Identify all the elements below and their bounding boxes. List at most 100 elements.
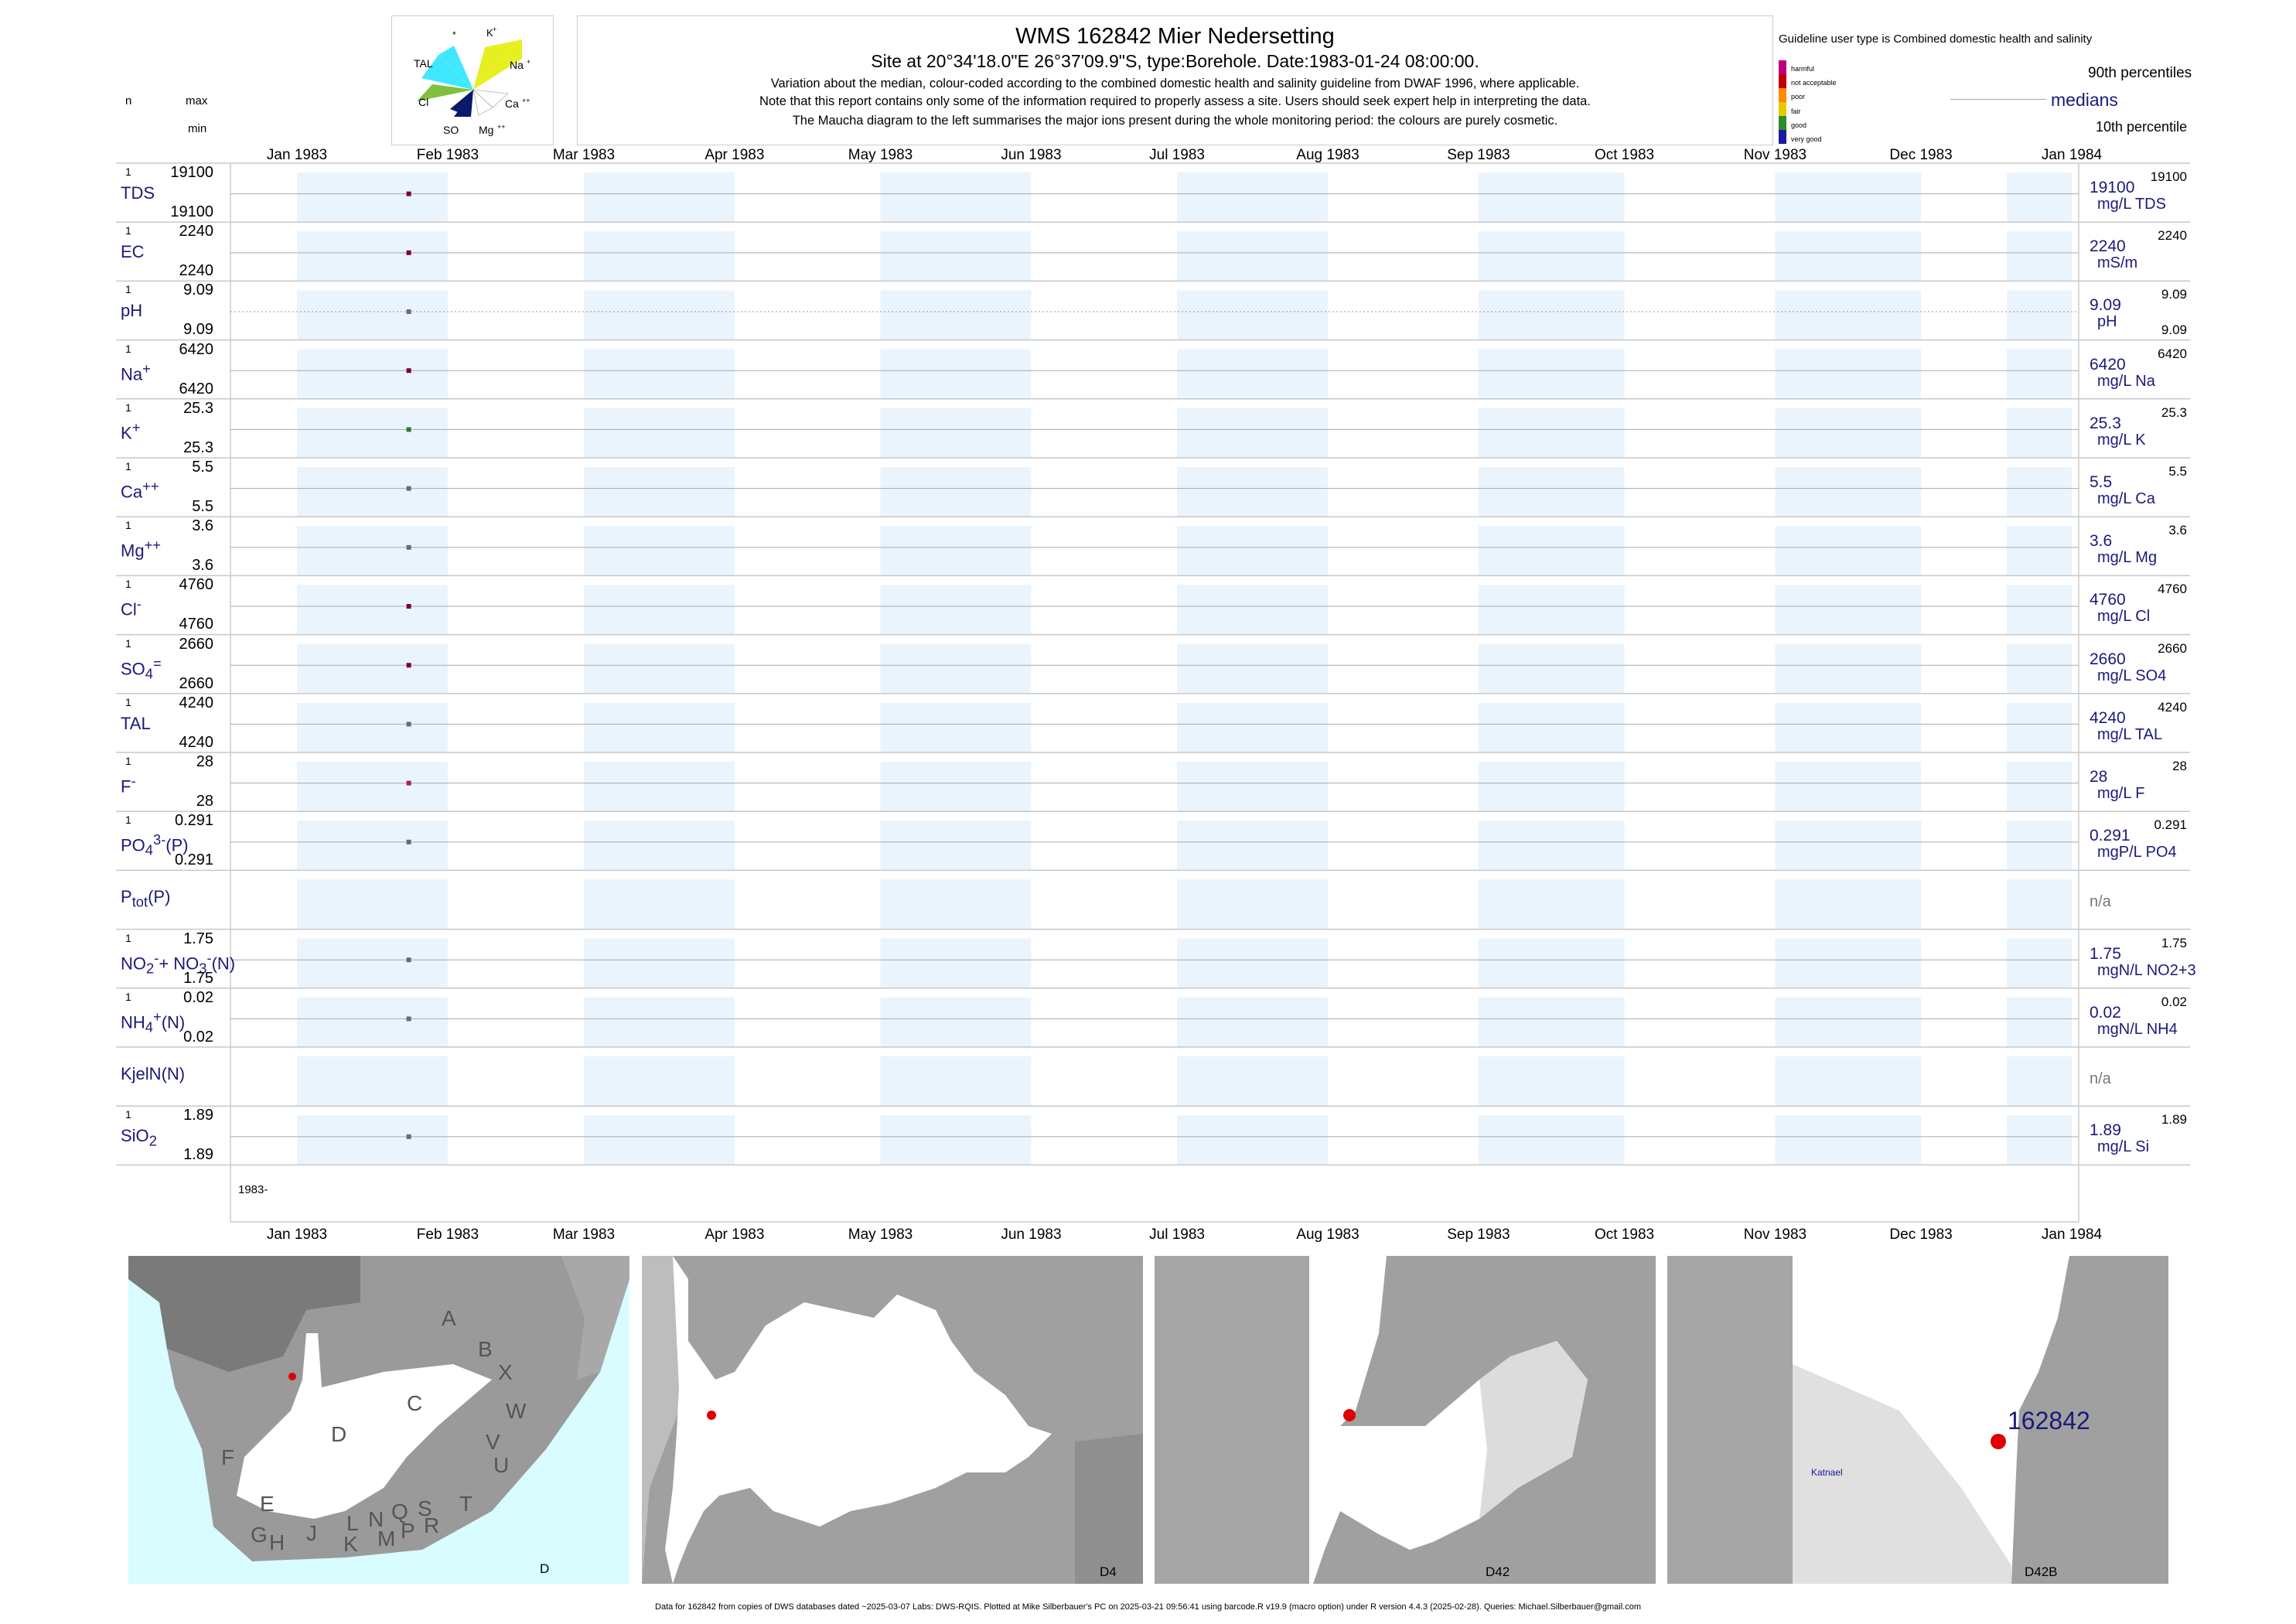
sample-point <box>406 250 411 255</box>
month-band <box>1478 702 1625 752</box>
sample-point <box>406 1016 411 1022</box>
month-band <box>1478 938 1625 988</box>
month-band <box>583 231 735 281</box>
region-label-l: L <box>346 1511 359 1535</box>
row-min: 4760 <box>179 616 214 633</box>
region-label-w: W <box>506 1399 527 1423</box>
month-band <box>1478 1115 1625 1165</box>
row-max: 6420 <box>179 340 214 358</box>
month-band <box>1177 762 1328 812</box>
month-band <box>1775 467 1922 517</box>
row-label-15: KjelN(N) <box>121 1064 186 1083</box>
region-label-f: F <box>221 1445 234 1469</box>
month-band <box>2007 997 2072 1047</box>
row-min: 2240 <box>179 262 214 280</box>
row-n: 1 <box>125 519 131 532</box>
month-band <box>1177 290 1328 340</box>
map-north-land <box>128 1256 360 1372</box>
maucha-cl-label: Cl <box>418 96 428 108</box>
row-unit: mg/L Na <box>2097 372 2155 390</box>
month-tick-label: Nov 1983 <box>1744 147 1806 163</box>
region-label-j: J <box>306 1521 317 1545</box>
row-min: 9.09 <box>183 321 213 339</box>
month-band <box>880 231 1032 281</box>
month-band <box>880 938 1032 988</box>
month-band <box>1177 879 1328 930</box>
month-band <box>880 585 1032 635</box>
month-tick-label: Jan 1983 <box>267 147 327 163</box>
month-band <box>880 821 1032 871</box>
row-unit: mg/L Mg <box>2097 549 2158 567</box>
row-n: 1 <box>125 578 131 591</box>
map-d42b-svg: 162842 Katnael D42B <box>1667 1256 2090 1584</box>
month-band <box>1775 1056 1922 1107</box>
row-max: 1.89 <box>183 1107 213 1124</box>
row-n: 1 <box>125 342 131 355</box>
sample-point <box>406 957 411 963</box>
row-max: 28 <box>196 753 213 770</box>
month-band <box>1177 821 1328 871</box>
class-poor: poor <box>1791 93 1806 101</box>
row-label-4: K+ <box>121 418 141 443</box>
month-band <box>2007 585 2072 635</box>
month-band <box>2007 643 2072 694</box>
month-band <box>1478 821 1625 871</box>
month-band <box>1775 231 1922 281</box>
month-band <box>297 585 448 635</box>
row-max: 19100 <box>170 164 213 181</box>
map-d4: D4 <box>642 1256 1143 1584</box>
month-band <box>2007 231 2072 281</box>
map-site-dot <box>288 1373 296 1380</box>
row-n: 1 <box>125 460 131 473</box>
month-band <box>583 172 735 223</box>
month-band <box>1775 526 1922 576</box>
map-d4-west <box>642 1256 681 1584</box>
region-label-g: G <box>251 1523 268 1547</box>
month-band <box>1177 1056 1328 1107</box>
month-band <box>1775 762 1922 812</box>
month-band <box>2007 526 2072 576</box>
row-n: 1 <box>125 636 131 650</box>
month-band <box>2007 879 2072 930</box>
row-unit: mgN/L NO2+3 <box>2097 961 2196 979</box>
page-title: WMS 162842 Mier Nedersetting <box>1015 24 1335 49</box>
row-median: 2660 <box>2090 650 2126 668</box>
row-grid <box>116 162 2190 1223</box>
month-tick-label: Sep 1983 <box>1447 147 1510 163</box>
note-3: The Maucha diagram to the left summarise… <box>792 114 1558 128</box>
month-band <box>297 879 448 930</box>
maucha-cl-sector <box>417 84 473 101</box>
map-label-d: D <box>540 1561 549 1576</box>
map-label-d42: D42 <box>1486 1564 1510 1579</box>
month-band <box>2007 408 2072 458</box>
month-tick-label: Jul 1983 <box>1149 147 1205 163</box>
row-max: 0.291 <box>174 812 213 830</box>
map-d42-svg: D42 <box>1155 1256 1588 1584</box>
row-median: 1.75 <box>2090 944 2121 963</box>
row-min: 2660 <box>179 674 214 692</box>
map-d42-west <box>1155 1256 1309 1584</box>
row-label-13: NO2-+ NO3-(N) <box>121 949 236 977</box>
row-min: 6420 <box>179 380 214 397</box>
row-n: 1 <box>125 1108 131 1121</box>
month-band <box>1478 643 1625 694</box>
month-band <box>880 172 1032 223</box>
row-min: 0.291 <box>174 851 213 869</box>
row-max: 0.02 <box>183 988 213 1006</box>
note-2: Note that this report contains only some… <box>759 94 1591 108</box>
maucha-mg-label: Mg <box>479 124 493 136</box>
row-unit: mg/L F <box>2097 785 2145 802</box>
map-d4-basin <box>665 1256 1052 1584</box>
class-harmful: harmful <box>1791 65 1815 73</box>
month-band <box>1775 1115 1922 1165</box>
maucha-na-label: Na <box>510 59 524 71</box>
row-median: 3.6 <box>2090 532 2113 551</box>
row-label-7: Cl- <box>121 595 142 619</box>
row-p90: 3.6 <box>2168 523 2187 538</box>
row-max: 2660 <box>179 635 214 653</box>
n-header: n <box>125 94 132 107</box>
month-band <box>1775 643 1922 694</box>
row-p90: 2660 <box>2158 640 2187 656</box>
row-p90: 28 <box>2172 759 2187 773</box>
